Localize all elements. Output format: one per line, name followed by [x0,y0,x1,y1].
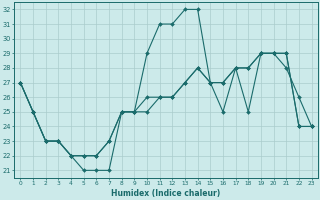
X-axis label: Humidex (Indice chaleur): Humidex (Indice chaleur) [111,189,220,198]
